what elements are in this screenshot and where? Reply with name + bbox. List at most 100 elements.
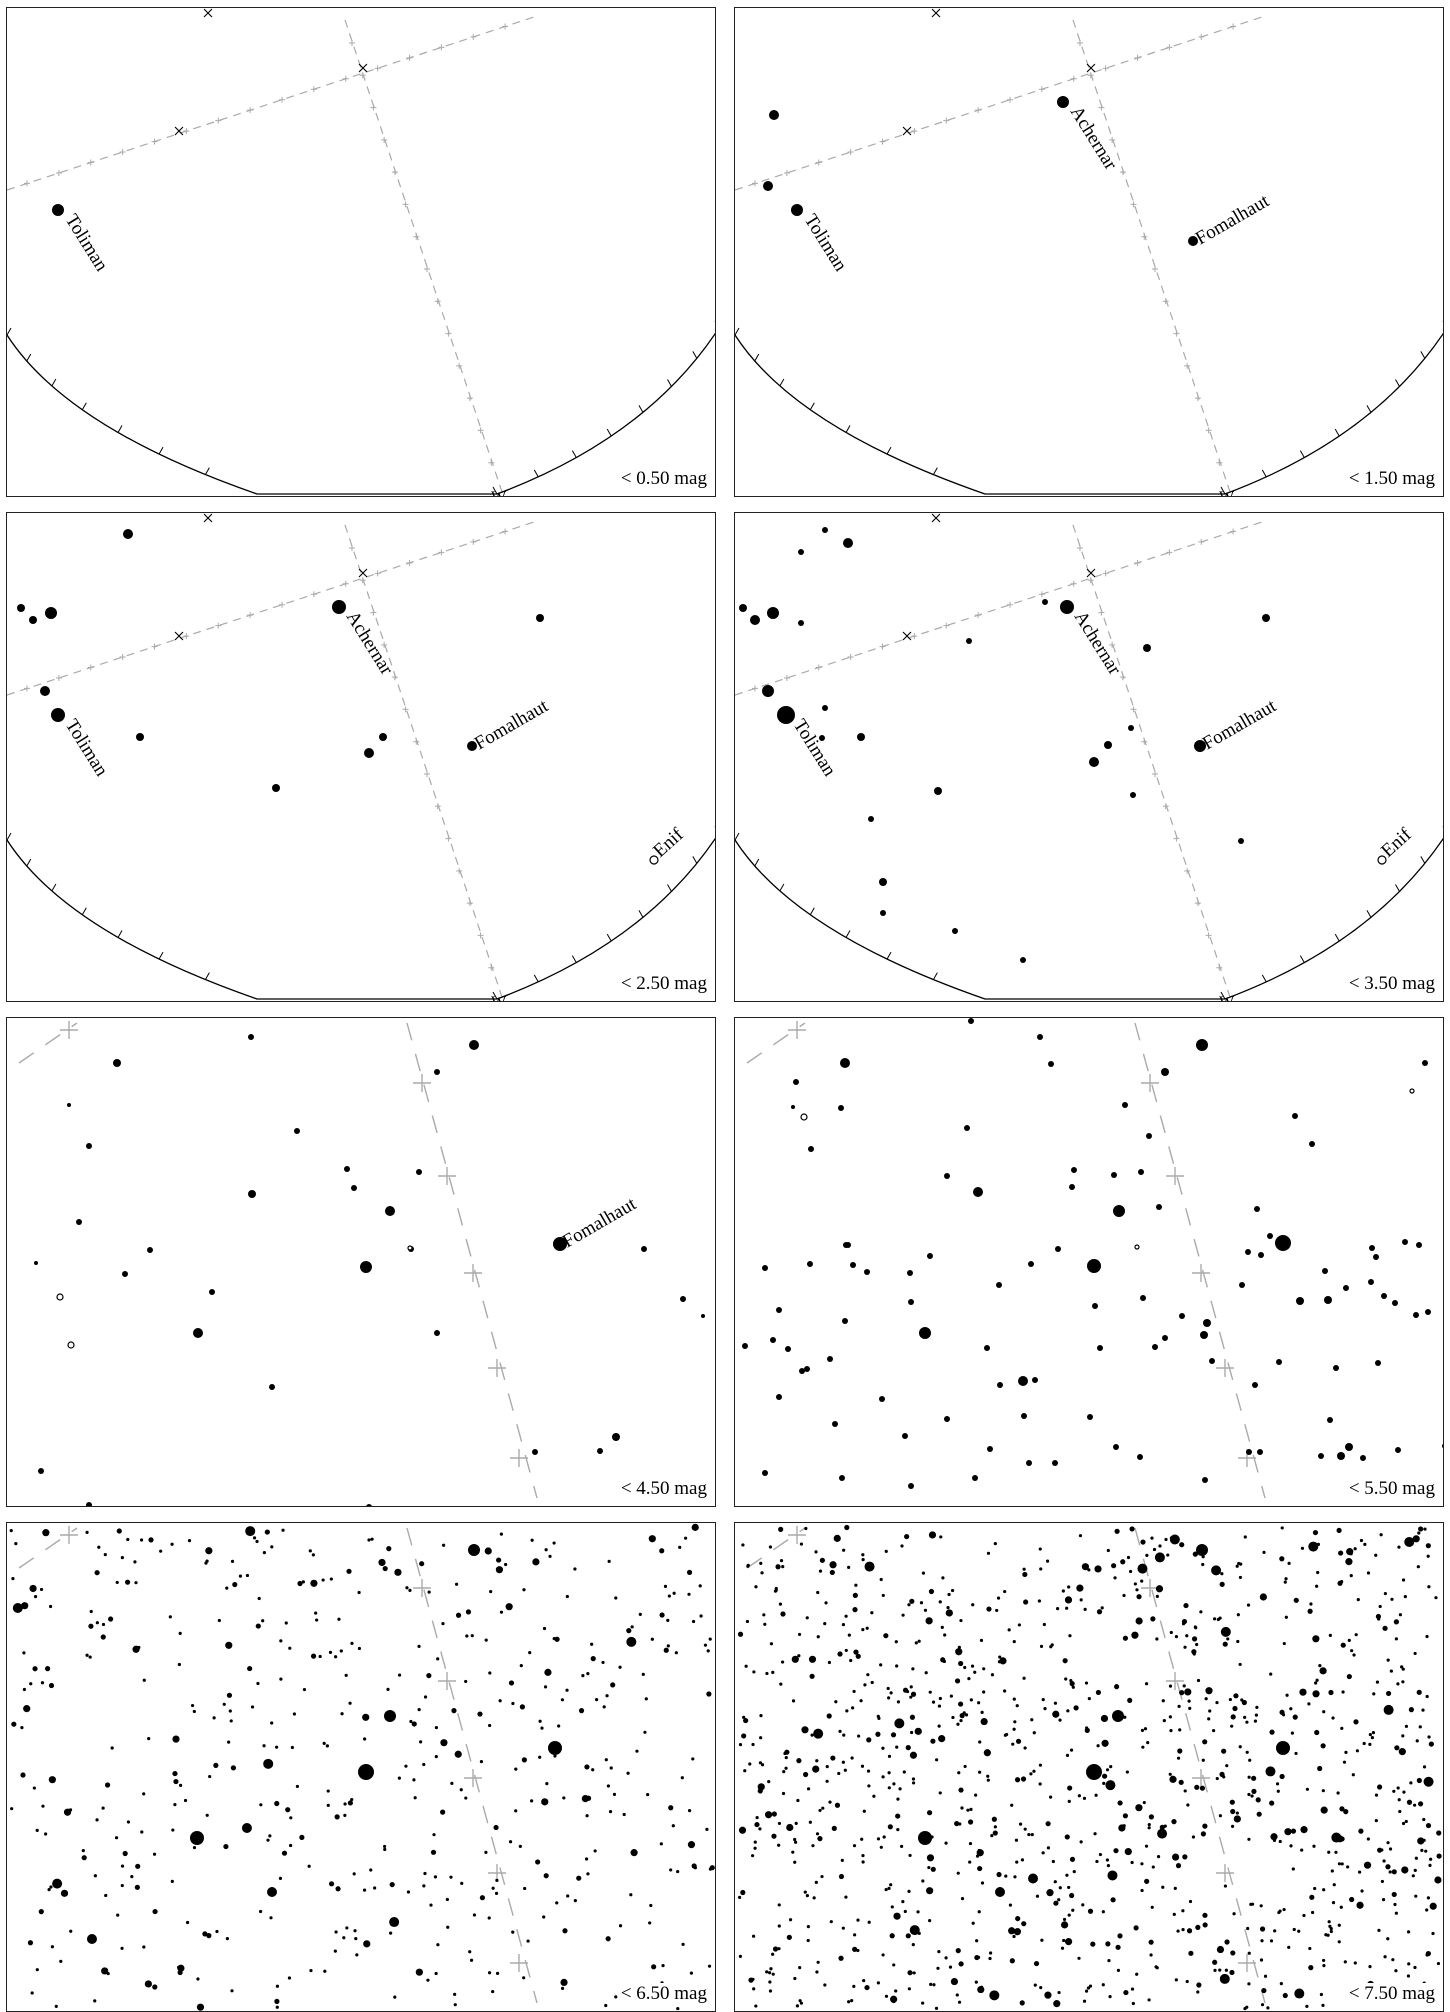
- star-marker: [1363, 1542, 1367, 1546]
- star-marker: [215, 1929, 219, 1934]
- star-marker: [565, 1594, 569, 1599]
- panel-mag-6.5: < 6.50 mag: [6, 1522, 716, 2012]
- grid-tick: [247, 612, 254, 619]
- grid-cross-marker: [902, 126, 912, 136]
- star-marker: [937, 1704, 942, 1708]
- star-marker: [1194, 740, 1206, 752]
- horizon-tick: [845, 425, 851, 433]
- star-marker: [799, 1368, 805, 1374]
- star-marker: [487, 1916, 491, 1920]
- star-marker: [908, 1483, 914, 1489]
- star-marker: [817, 1836, 823, 1842]
- grid-tick: [1192, 1769, 1210, 1787]
- star-marker: [1409, 1781, 1413, 1785]
- star-marker: [292, 1712, 297, 1716]
- variable-star-marker: [1134, 1244, 1140, 1250]
- star-marker: [1191, 1649, 1197, 1655]
- magnitude-limit-label: < 6.50 mag: [618, 1983, 709, 2005]
- star-marker: [1037, 1034, 1043, 1040]
- star-marker: [227, 1740, 231, 1744]
- star-marker: [206, 1932, 212, 1939]
- star-marker: [768, 1545, 773, 1549]
- star-marker: [1039, 1567, 1043, 1571]
- star-marker: [357, 1646, 362, 1651]
- star-marker: [1224, 1939, 1230, 1945]
- star-marker: [814, 1550, 818, 1554]
- star-marker: [944, 1956, 948, 1960]
- star-marker: [968, 1841, 973, 1846]
- star-marker: [844, 1524, 850, 1531]
- star-marker: [938, 1696, 942, 1701]
- star-marker: [328, 1881, 335, 1887]
- star-marker: [763, 1622, 767, 1626]
- star-marker: [1232, 1912, 1236, 1916]
- star-marker: [793, 1840, 798, 1844]
- star-marker: [1308, 1541, 1319, 1552]
- grid-tick: [438, 1167, 456, 1185]
- star-marker: [171, 1828, 175, 1832]
- star-marker: [691, 1523, 699, 1531]
- star-marker: [252, 1536, 257, 1540]
- star-marker: [1319, 1992, 1324, 1997]
- star-marker: [1372, 1692, 1376, 1696]
- star-marker: [993, 1542, 997, 1546]
- star-marker: [1345, 1558, 1353, 1566]
- sky-chart-p7: [9, 1523, 715, 2011]
- grid-tick: [464, 1769, 482, 1787]
- star-marker: [1065, 1606, 1069, 1610]
- grid-tick: [488, 1359, 506, 1377]
- star-marker: [1144, 1844, 1149, 1848]
- star-marker: [232, 1581, 238, 1588]
- star-marker: [337, 1617, 341, 1621]
- star-marker: [957, 2000, 962, 2004]
- star-marker: [554, 1636, 560, 1642]
- star-marker: [622, 1812, 626, 1817]
- star-marker: [1349, 1552, 1353, 1556]
- star-marker: [412, 1778, 416, 1782]
- star-marker: [847, 1565, 851, 1569]
- star-marker: [67, 1103, 71, 1107]
- star-marker: [676, 2006, 680, 2011]
- star-marker: [491, 1989, 495, 1994]
- star-marker: [86, 1934, 97, 1945]
- star-marker: [879, 1396, 885, 1402]
- panel-mag-5.5: < 5.50 mag: [734, 1017, 1444, 1507]
- grid-tick: [406, 559, 413, 566]
- star-marker: [1368, 1732, 1372, 1737]
- star-marker: [32, 1666, 38, 1672]
- star-marker: [1279, 1556, 1285, 1562]
- star-marker: [467, 741, 477, 751]
- compass-west-label: W: [1219, 489, 1235, 497]
- compass-west-label: W: [491, 994, 507, 1002]
- star-marker: [1212, 1617, 1217, 1621]
- star-marker: [852, 1607, 858, 1613]
- horizon-tick: [714, 321, 715, 323]
- star-marker: [173, 1778, 179, 1785]
- star-marker: [1253, 1719, 1258, 1723]
- star-marker: [535, 1859, 541, 1865]
- star-marker: [1069, 1679, 1073, 1683]
- star-marker: [103, 1552, 107, 1557]
- star-marker: [1003, 1589, 1007, 1594]
- star-marker: [866, 1769, 871, 1773]
- star-marker: [777, 1924, 781, 1928]
- star-marker: [108, 1616, 114, 1622]
- star-marker: [122, 1850, 128, 1857]
- star-marker: [1082, 1999, 1087, 2003]
- star-marker: [451, 1708, 457, 1714]
- star-marker: [1330, 1869, 1334, 1873]
- grid-tick: [1216, 1864, 1234, 1882]
- star-marker: [971, 1603, 975, 1607]
- star-marker: [1123, 1989, 1129, 1996]
- star-marker: [909, 1685, 913, 1689]
- star-marker: [938, 1600, 942, 1604]
- star-marker: [1284, 1577, 1288, 1581]
- star-marker: [845, 1242, 851, 1248]
- star-marker: [1086, 1764, 1102, 1780]
- star-marker: [130, 1874, 134, 1879]
- star-marker: [104, 1893, 108, 1898]
- star-marker: [1020, 1776, 1027, 1782]
- star-marker: [1154, 1552, 1165, 1563]
- star-marker: [124, 1579, 131, 1585]
- star-marker: [1254, 1713, 1259, 1717]
